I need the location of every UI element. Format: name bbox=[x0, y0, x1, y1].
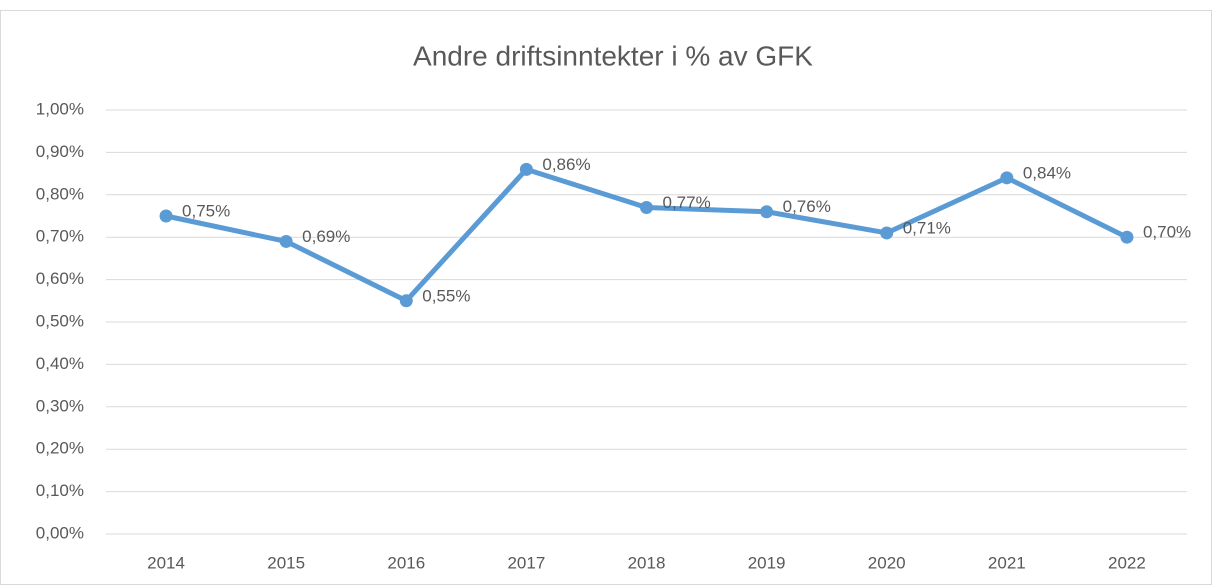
chart-border bbox=[0, 10, 1212, 585]
point bbox=[159, 209, 173, 223]
y-tick-label: 0,20% bbox=[36, 439, 84, 458]
x-tick-label: 2016 bbox=[387, 553, 425, 572]
y-tick-label: 1,00% bbox=[36, 99, 84, 118]
chart-title: Andre driftsinntekter i % av GFK bbox=[413, 40, 813, 71]
point bbox=[880, 226, 894, 240]
x-tick-label: 2022 bbox=[1108, 553, 1146, 572]
point bbox=[640, 201, 653, 215]
data-label: 0,69% bbox=[302, 227, 350, 246]
x-tick-label: 2020 bbox=[868, 553, 906, 572]
data-label: 0,77% bbox=[663, 193, 711, 212]
y-tick-label: 0,90% bbox=[36, 142, 84, 161]
data-label: 0,70% bbox=[1143, 223, 1191, 242]
point bbox=[760, 205, 774, 219]
y-tick-label: 0,60% bbox=[36, 269, 84, 288]
data-label: 0,84% bbox=[1023, 163, 1071, 182]
y-tick-label: 0,80% bbox=[36, 184, 84, 203]
y-tick-label: 0,50% bbox=[36, 311, 84, 330]
point bbox=[399, 294, 413, 308]
x-tick-label: 2021 bbox=[988, 553, 1026, 572]
x-tick-label: 2019 bbox=[748, 553, 786, 572]
y-tick-label: 0,00% bbox=[36, 523, 84, 542]
point bbox=[1120, 230, 1134, 244]
data-label: 0,55% bbox=[422, 286, 470, 305]
x-tick-label: 2014 bbox=[147, 553, 185, 572]
data-label: 0,86% bbox=[542, 155, 590, 174]
data-label: 0,75% bbox=[182, 201, 230, 220]
point bbox=[279, 234, 293, 248]
data-label: 0,71% bbox=[903, 218, 951, 237]
y-tick-label: 0,70% bbox=[36, 227, 84, 246]
y-tick-label: 0,30% bbox=[36, 396, 84, 415]
y-tick-label: 0,40% bbox=[36, 354, 84, 373]
point bbox=[1000, 171, 1014, 185]
x-tick-label: 2018 bbox=[628, 553, 666, 572]
point bbox=[519, 162, 533, 176]
x-tick-label: 2015 bbox=[267, 553, 305, 572]
y-tick-label: 0,10% bbox=[36, 481, 84, 500]
data-label: 0,76% bbox=[783, 197, 831, 216]
x-tick-label: 2017 bbox=[507, 553, 545, 572]
